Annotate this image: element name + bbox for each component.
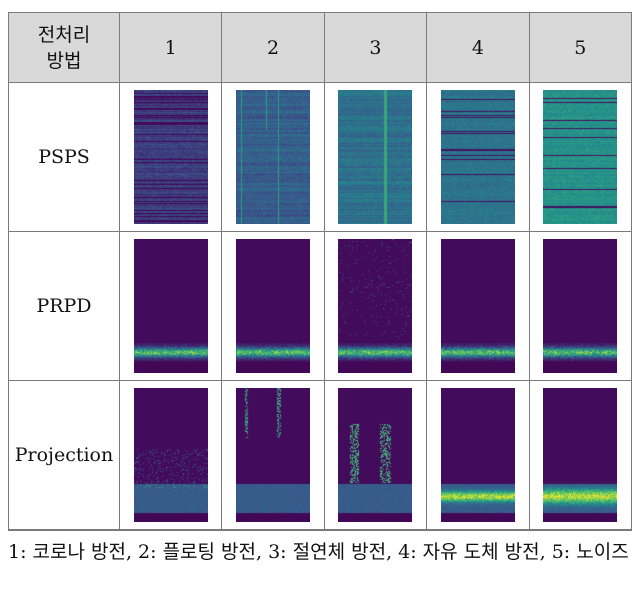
cell-prpd-4 (426, 231, 530, 381)
cell-projection-3 (323, 380, 428, 530)
cell-prpd-2 (221, 231, 325, 381)
psps-plot-3 (338, 90, 413, 224)
row-label-prpd: PRPD (8, 231, 120, 381)
row-label-projection: Projection (8, 380, 120, 530)
row-label-psps: PSPS (8, 82, 120, 232)
row-psps: PSPS (8, 82, 633, 232)
psps-plot-4 (440, 90, 515, 224)
cell-projection-1 (118, 380, 223, 530)
projection-plot-3 (338, 388, 413, 522)
cell-psps-1 (118, 82, 223, 232)
cell-psps-3 (323, 82, 428, 232)
prpd-plot-4 (440, 239, 515, 373)
projection-plot-1 (133, 388, 208, 522)
row-prpd: PRPD (8, 231, 633, 381)
psps-plot-5 (543, 90, 618, 224)
cell-prpd-3 (323, 231, 428, 381)
header-col-5: 5 (528, 12, 633, 83)
cell-projection-4 (426, 380, 530, 530)
corner-line1: 전처리 (37, 23, 91, 46)
projection-plot-2 (236, 388, 311, 522)
prpd-plot-1 (133, 239, 208, 373)
row-projection: Projection (8, 380, 633, 530)
projection-plot-5 (543, 388, 618, 522)
header-row: 전처리 방법 1 2 3 4 5 (8, 12, 633, 83)
cell-prpd-5 (528, 231, 633, 381)
cell-psps-5 (528, 82, 633, 232)
header-col-1: 1 (118, 12, 223, 83)
corner-line2: 방법 (46, 49, 82, 72)
header-col-4: 4 (426, 12, 530, 83)
cell-psps-2 (221, 82, 325, 232)
cell-projection-5 (528, 380, 633, 530)
projection-plot-4 (440, 388, 515, 522)
header-col-2: 2 (221, 12, 325, 83)
psps-plot-1 (133, 90, 208, 224)
prpd-plot-3 (338, 239, 413, 373)
preprocessing-results-table: 전처리 방법 1 2 3 4 5 PSPS PRPD Proj (8, 12, 633, 530)
cell-psps-4 (426, 82, 530, 232)
figure-caption: 1: 코로나 방전, 2: 플로팅 방전, 3: 절연체 방전, 4: 자유 도… (8, 530, 632, 569)
cell-projection-2 (221, 380, 325, 530)
header-col-3: 3 (323, 12, 428, 83)
prpd-plot-2 (236, 239, 311, 373)
psps-plot-2 (236, 90, 311, 224)
prpd-plot-5 (543, 239, 618, 373)
cell-prpd-1 (118, 231, 223, 381)
header-corner: 전처리 방법 (8, 12, 120, 83)
